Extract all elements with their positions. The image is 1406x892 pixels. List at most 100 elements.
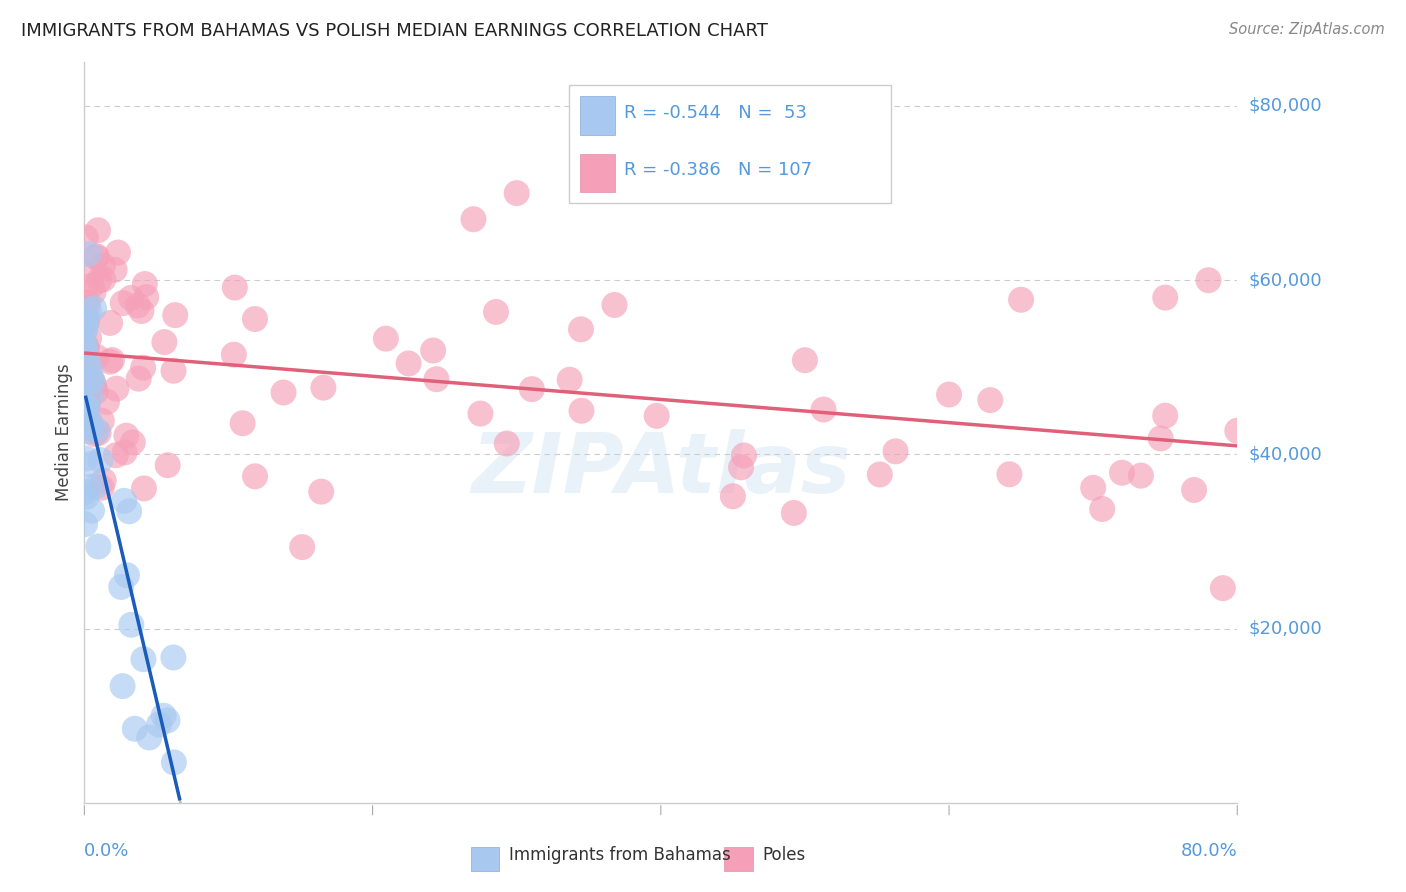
Point — [115, 428, 138, 442]
Point — [98, 355, 121, 369]
Point — [96, 395, 118, 409]
Point — [75, 316, 97, 330]
Point — [77, 383, 100, 397]
Point — [156, 458, 179, 473]
Text: Poles: Poles — [762, 846, 806, 863]
Point — [111, 296, 134, 310]
FancyBboxPatch shape — [581, 96, 614, 135]
Point — [76, 295, 98, 310]
Point — [645, 409, 668, 423]
Point — [110, 580, 132, 594]
Point — [98, 316, 121, 330]
Point — [107, 245, 129, 260]
Point — [884, 444, 907, 458]
Point — [232, 416, 254, 430]
Point — [165, 308, 187, 322]
Point — [86, 350, 108, 364]
Point — [1111, 466, 1133, 480]
Point — [75, 318, 97, 333]
Point — [132, 360, 155, 375]
Point — [77, 480, 100, 494]
Point — [93, 474, 115, 488]
Point — [83, 265, 105, 279]
Point — [75, 294, 97, 309]
Point — [1226, 424, 1249, 438]
Point — [979, 393, 1001, 408]
Point — [75, 376, 97, 391]
Point — [75, 400, 97, 414]
Text: Immigrants from Bahamas: Immigrants from Bahamas — [509, 846, 730, 863]
Point — [75, 306, 97, 320]
Point — [132, 652, 155, 666]
Point — [77, 425, 100, 439]
Text: $60,000: $60,000 — [1249, 271, 1322, 289]
Point — [80, 389, 103, 403]
Point — [1154, 409, 1177, 423]
Point — [121, 435, 143, 450]
Point — [1150, 431, 1173, 445]
Point — [1091, 502, 1114, 516]
Point — [87, 425, 110, 440]
Point — [869, 467, 891, 482]
Point — [1198, 273, 1220, 287]
Point — [224, 280, 246, 294]
Point — [77, 375, 100, 389]
Point — [75, 408, 97, 422]
Point — [76, 359, 98, 374]
Point — [138, 731, 160, 745]
Point — [80, 421, 103, 435]
Text: Source: ZipAtlas.com: Source: ZipAtlas.com — [1229, 22, 1385, 37]
Point — [309, 484, 332, 499]
Point — [77, 303, 100, 318]
Point — [79, 414, 101, 428]
Point — [75, 313, 97, 327]
Point — [75, 324, 97, 338]
Text: ZIPAtlas: ZIPAtlas — [471, 429, 851, 510]
Point — [90, 453, 112, 467]
Point — [80, 278, 103, 293]
Point — [1083, 481, 1105, 495]
Point — [79, 361, 101, 376]
Point — [128, 372, 150, 386]
Point — [243, 469, 266, 483]
Point — [83, 301, 105, 316]
Point — [83, 426, 105, 441]
Point — [86, 249, 108, 263]
Point — [82, 374, 104, 388]
Point — [152, 708, 174, 723]
Point — [76, 401, 98, 415]
Point — [998, 467, 1021, 482]
Point — [162, 364, 184, 378]
Point — [75, 396, 97, 410]
Point — [398, 356, 420, 370]
Point — [495, 436, 517, 450]
Point — [1010, 293, 1032, 307]
Point — [425, 372, 447, 386]
Point — [127, 298, 149, 312]
Point — [783, 506, 806, 520]
Point — [75, 451, 97, 466]
Point — [75, 365, 97, 379]
Point — [80, 503, 103, 517]
Point — [111, 679, 134, 693]
Point — [75, 341, 97, 355]
Point — [75, 401, 97, 416]
Point — [571, 403, 593, 417]
Point — [86, 479, 108, 493]
Point — [112, 493, 135, 508]
Point — [87, 223, 110, 237]
FancyBboxPatch shape — [724, 847, 754, 871]
Point — [82, 285, 104, 300]
Point — [86, 424, 108, 438]
Point — [76, 313, 98, 327]
Point — [79, 457, 101, 471]
Text: R = -0.544   N =  53: R = -0.544 N = 53 — [624, 103, 807, 122]
Point — [75, 414, 97, 428]
Point — [91, 272, 114, 286]
FancyBboxPatch shape — [581, 153, 614, 192]
Y-axis label: Median Earnings: Median Earnings — [55, 364, 73, 501]
Point — [105, 382, 128, 396]
Text: $80,000: $80,000 — [1249, 97, 1322, 115]
Point — [163, 756, 186, 770]
Point — [75, 517, 97, 532]
